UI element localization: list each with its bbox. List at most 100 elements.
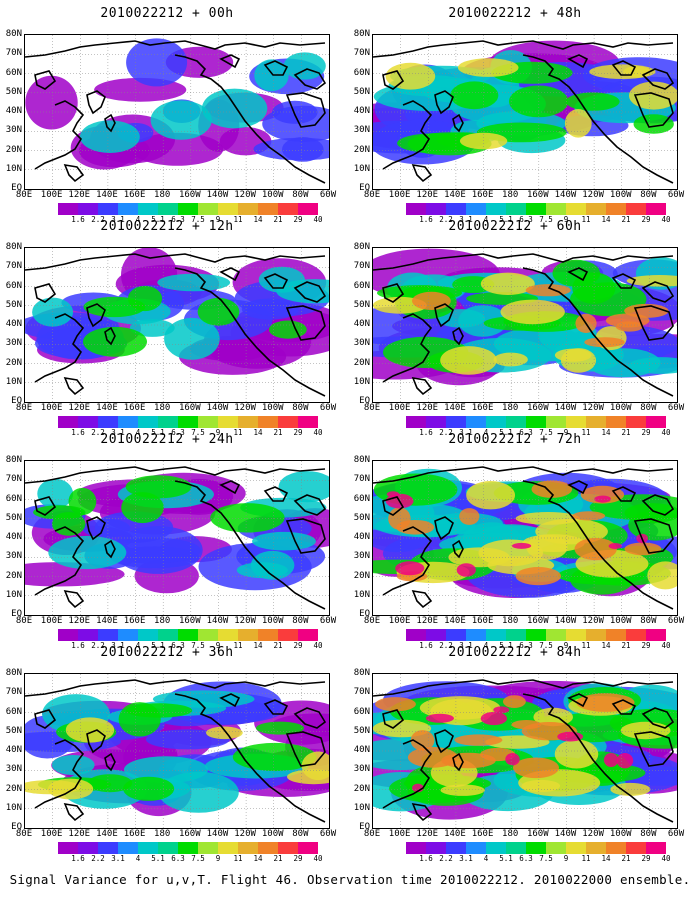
latitude-label: 60N: [353, 706, 370, 717]
coastline: [219, 480, 241, 495]
colorbar-label: 9: [215, 215, 221, 224]
colorbar-swatch: [98, 842, 118, 854]
coastline: [174, 267, 326, 397]
colorbar-label: 11: [233, 428, 243, 437]
coastline: [63, 163, 85, 183]
variance-contour: [206, 726, 243, 740]
latitude-label: 20N: [353, 357, 370, 368]
panel-title: 2010022212 + 72h: [448, 432, 582, 447]
coastline: [34, 739, 85, 809]
coastline: [373, 466, 674, 484]
variance-contour: [210, 503, 285, 533]
colorbar-label: 40: [313, 428, 323, 437]
longitude-label: 100E: [388, 616, 411, 626]
latitude-label: 50N: [5, 86, 22, 97]
variance-contour: [256, 721, 304, 735]
variance-contour: [386, 491, 400, 498]
latitude-label: 10N: [5, 802, 22, 813]
colorbar-swatch: [298, 629, 318, 641]
coastline: [567, 54, 589, 69]
variance-contour: [241, 298, 299, 320]
variance-contour: [283, 52, 326, 80]
colorbar-swatch: [198, 203, 218, 215]
longitude-label: 80E: [15, 403, 33, 413]
latitude-label: 20N: [5, 357, 22, 368]
latitude-label: 40N: [353, 106, 370, 116]
colorbar-label: 4: [483, 215, 489, 224]
coastline: [285, 731, 326, 767]
colorbar-label: 29: [641, 854, 651, 863]
colorbar-label: 9: [215, 854, 221, 863]
colorbar-swatch: [118, 203, 138, 215]
colorbar-swatch: [58, 842, 78, 854]
coastline: [434, 90, 454, 115]
variance-contour: [436, 309, 486, 328]
latitude-label: 70N: [5, 48, 22, 59]
colorbar-label: 2.2: [439, 215, 453, 224]
colorbar-label: 29: [641, 215, 651, 224]
colorbar-label: 4: [135, 854, 141, 863]
latitude-label: EQ: [359, 183, 370, 193]
colorbar-swatch: [238, 416, 258, 428]
longitude-label: 100E: [388, 190, 411, 200]
longitude-label: 140E: [96, 403, 118, 413]
latitude-label: 60N: [353, 280, 370, 291]
colorbar-swatch: [526, 629, 546, 641]
longitude-label: 100W: [261, 829, 284, 839]
longitude-label: 100W: [609, 829, 632, 839]
colorbar: [58, 203, 318, 215]
coastline: [63, 589, 85, 609]
longitude-label: 140E: [96, 190, 118, 200]
coastline: [382, 709, 405, 729]
variance-contour: [127, 285, 163, 312]
colorbar-label: 3.1: [111, 641, 125, 650]
coastline: [434, 303, 454, 328]
colorbar: [58, 842, 318, 854]
variance-contour: [526, 534, 568, 560]
variance-contour: [603, 753, 619, 767]
colorbar-swatch: [526, 842, 546, 854]
coastline: [219, 54, 241, 69]
colorbar-label: 9: [215, 641, 221, 650]
colorbar-swatch: [446, 416, 466, 428]
longitude-label: 180: [154, 829, 171, 839]
colorbar-label: 14: [253, 215, 263, 224]
colorbar: [406, 842, 666, 854]
longitude-label: 140E: [444, 616, 466, 626]
longitude-label: 180: [502, 190, 519, 200]
map-panel: 2010022212 + 84h 80N 70N 60N 50N 40N 30N 20N 10N…: [350, 645, 684, 865]
longitude-label: 60W: [667, 190, 685, 200]
colorbar-swatch: [566, 416, 586, 428]
colorbar-label: 40: [661, 215, 671, 224]
longitude-label: 100E: [40, 403, 63, 413]
latitude-label: 70N: [353, 48, 370, 59]
colorbar-label: 9: [563, 428, 569, 437]
colorbar-swatch: [446, 842, 466, 854]
latitude-label: EQ: [359, 609, 370, 619]
colorbar-swatch: [258, 416, 278, 428]
variance-contour: [512, 542, 532, 549]
colorbar-swatch: [406, 629, 426, 641]
coastline: [522, 54, 674, 184]
latitude-label: 10N: [5, 589, 22, 600]
colorbar-label: 7.5: [539, 641, 553, 650]
variance-contour: [48, 535, 127, 570]
longitude-label: 80W: [640, 403, 657, 413]
variance-contour: [572, 511, 606, 521]
colorbar-swatch: [566, 842, 586, 854]
longitude-label: 160E: [123, 190, 146, 200]
longitude-label: 100E: [40, 829, 63, 839]
colorbar-swatch: [426, 629, 446, 641]
latitude-label: 10N: [5, 163, 22, 174]
latitude-label: 20N: [5, 570, 22, 581]
colorbar-label: 5.1: [499, 428, 513, 437]
coastline: [263, 699, 289, 715]
latitude-label: 20N: [353, 570, 370, 581]
colorbar-swatch: [178, 416, 198, 428]
longitude-label: 120W: [582, 829, 604, 839]
coastline: [25, 253, 326, 271]
longitude-label: 80E: [15, 829, 33, 839]
colorbar-label: 21: [273, 854, 283, 863]
map-panel: 2010022212 + 12h 80N 70N 60N 50N 40N 30N 20N 10N…: [2, 219, 336, 439]
colorbar-swatch: [258, 842, 278, 854]
